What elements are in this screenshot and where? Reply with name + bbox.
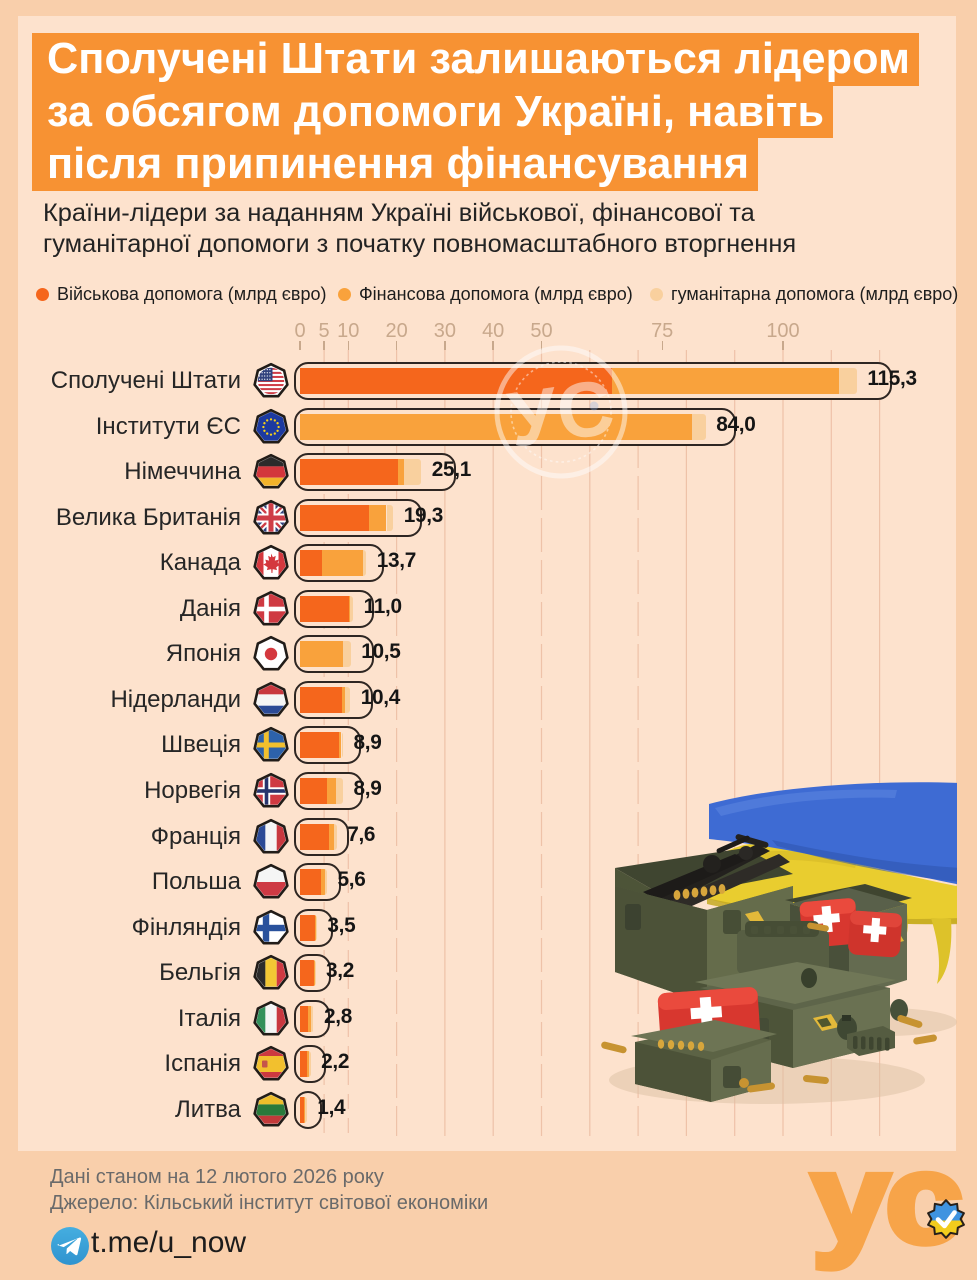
svg-text:УС: УС <box>503 362 619 464</box>
